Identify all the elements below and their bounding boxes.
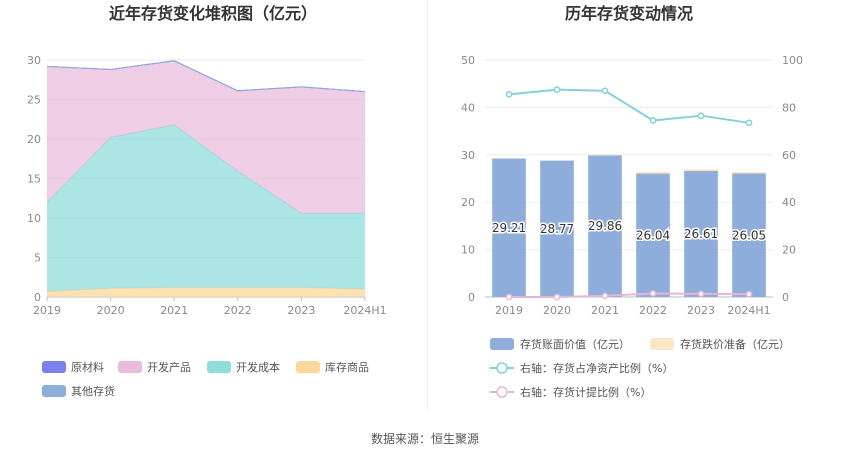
left-legend-swatch-3 xyxy=(296,361,320,373)
right-y-tick-label: 0 xyxy=(468,291,475,304)
right-x-tick-label: 2019 xyxy=(495,304,523,317)
right-chart-title: 历年存货变动情况 xyxy=(565,4,693,23)
bar-book-value xyxy=(492,158,526,297)
bar-impairment xyxy=(684,169,718,171)
line-point-1 xyxy=(601,292,609,300)
line-point-1 xyxy=(697,290,705,298)
right-x-tick-label: 2024H1 xyxy=(727,304,770,317)
bar-value-label: 26.04 xyxy=(636,228,670,242)
right-x-tick-label: 2021 xyxy=(591,304,619,317)
line-point-0 xyxy=(505,91,513,98)
left-y-tick-label: 5 xyxy=(34,252,41,265)
line-series-1 xyxy=(509,292,750,298)
bar-value-label: 26.05 xyxy=(732,228,766,242)
left-legend-label-2: 开发成本 xyxy=(236,360,280,374)
left-y-tick-label: 25 xyxy=(27,94,41,107)
right-y2-tick-label: 0 xyxy=(782,291,789,304)
line-point-1 xyxy=(505,293,513,301)
left-legend-swatch-0 xyxy=(42,361,66,373)
left-y-tick-label: 20 xyxy=(27,133,41,146)
right-legend-label-2: 右轴：存货占净资产比例（%） xyxy=(520,361,673,375)
left-x-tick-label: 2020 xyxy=(97,304,125,317)
left-x-tick-label: 2024H1 xyxy=(343,304,386,317)
line-series-0 xyxy=(508,88,750,124)
right-y2-tick-label: 60 xyxy=(782,149,796,162)
bar-value-label: 29.86 xyxy=(588,219,622,233)
area-series-edge-4 xyxy=(46,60,366,93)
bar-book-value xyxy=(684,170,718,297)
line-point-0 xyxy=(601,87,609,95)
right-y-tick-label: 20 xyxy=(461,196,475,209)
right-y-tick-label: 40 xyxy=(461,101,475,114)
line-point-0 xyxy=(553,86,561,93)
bar-value-label: 26.61 xyxy=(684,227,718,241)
inventory-change-chart: 历年存货变动情况 0 10 20 30 40 50 0 20 40 60 80 100 2019 2020 2… xyxy=(461,4,803,399)
right-y2-tick-label: 20 xyxy=(782,244,796,257)
right-y2-tick-label: 100 xyxy=(782,54,803,67)
right-y-tick-label: 30 xyxy=(461,149,475,162)
left-legend-swatch-1 xyxy=(118,361,142,373)
left-x-tick-label: 2023 xyxy=(287,304,315,317)
right-x-tick-label: 2020 xyxy=(543,304,571,317)
stacked-area-chart: 近年存货变化堆积图（亿元） 0 5 10 15 20 25 30 2019 2020 2021 202… xyxy=(27,4,387,398)
line-point-0 xyxy=(745,119,753,127)
bar-impairment xyxy=(636,171,670,174)
right-legend-marker-1 xyxy=(496,386,508,398)
area-series-3 xyxy=(47,287,365,297)
right-y2-tick-label: 80 xyxy=(782,101,796,114)
left-x-tick-label: 2022 xyxy=(224,304,252,317)
right-y-tick-label: 50 xyxy=(461,54,475,67)
right-x-tick-label: 2022 xyxy=(639,304,667,317)
line-point-1 xyxy=(649,290,657,297)
right-legend-swatch-1 xyxy=(650,338,674,350)
left-x-tick-label: 2021 xyxy=(160,304,188,317)
bar-impairment xyxy=(588,154,622,156)
bar-book-value xyxy=(588,155,622,297)
area-series-2 xyxy=(47,124,365,292)
right-y2-tick-label: 40 xyxy=(782,196,796,209)
bar-value-label: 29.21 xyxy=(492,221,526,235)
left-legend-label-0: 原材料 xyxy=(71,360,104,374)
right-x-tick-label: 2023 xyxy=(687,304,715,317)
right-legend-label-1: 存货跌价准备（亿元） xyxy=(680,337,790,351)
left-y-tick-label: 10 xyxy=(27,212,41,225)
left-chart-title: 近年存货变化堆积图（亿元） xyxy=(109,4,317,23)
bar-value-label: 28.77 xyxy=(540,222,574,236)
bar-book-value xyxy=(732,173,766,297)
right-legend-label-0: 存货账面价值（亿元） xyxy=(520,337,630,351)
data-source-note: 数据来源：恒生聚源 xyxy=(370,432,479,446)
line-point-0 xyxy=(697,112,705,120)
bar-impairment xyxy=(732,172,766,174)
right-legend-label-3: 右轴：存货计提比例（%） xyxy=(520,385,651,399)
left-y-tick-label: 0 xyxy=(34,291,41,304)
left-legend-label-1: 开发产品 xyxy=(147,360,191,374)
line-point-1 xyxy=(553,293,561,301)
left-y-tick-label: 30 xyxy=(27,54,41,67)
line-point-1 xyxy=(745,290,753,298)
left-legend-label-4: 其他存货 xyxy=(71,384,115,398)
left-y-tick-label: 15 xyxy=(27,173,41,186)
left-legend-label-3: 库存商品 xyxy=(325,360,369,374)
right-legend-swatch-0 xyxy=(490,338,514,350)
bar-book-value xyxy=(636,173,670,297)
bar-book-value xyxy=(540,160,574,297)
left-legend-swatch-2 xyxy=(207,361,231,373)
left-legend-swatch-4 xyxy=(42,385,66,397)
line-point-0 xyxy=(649,117,657,124)
chart-divider xyxy=(427,0,428,410)
right-legend-marker-0 xyxy=(496,362,508,374)
left-x-tick-label: 2019 xyxy=(33,304,61,317)
area-series-1 xyxy=(47,60,365,214)
right-y-tick-label: 10 xyxy=(461,244,475,257)
